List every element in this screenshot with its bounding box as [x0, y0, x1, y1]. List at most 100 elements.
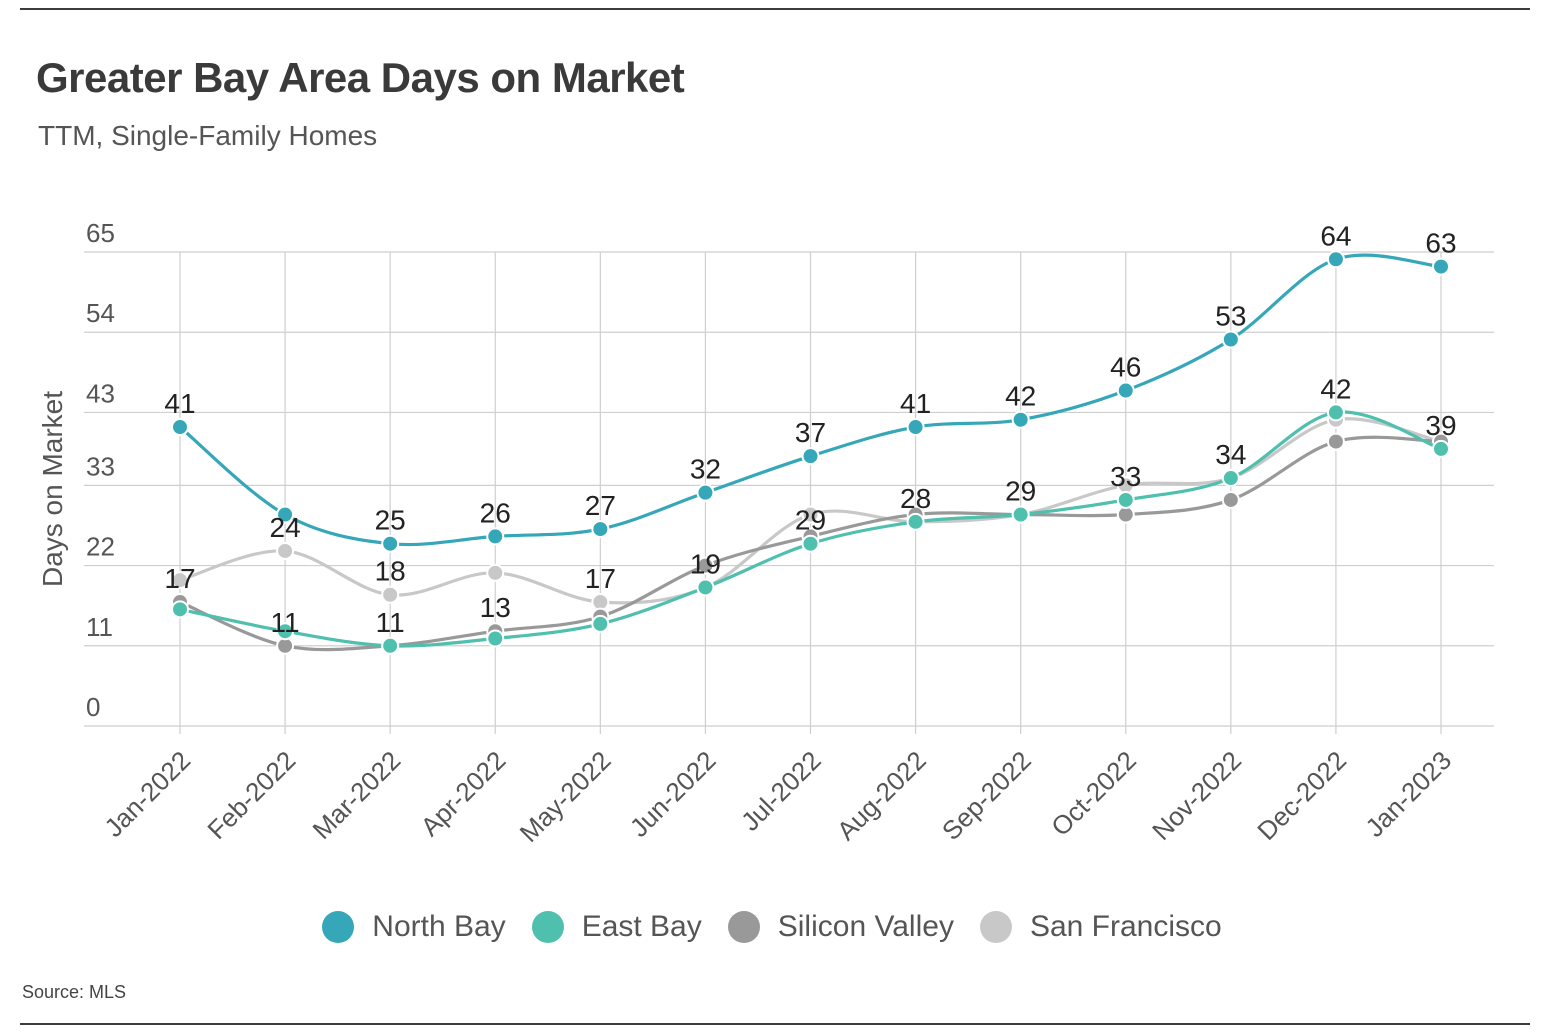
- x-tick-label: Jul-2022: [735, 745, 827, 837]
- data-label-east-bay: 33: [1110, 461, 1141, 492]
- data-point-east-bay: [1011, 505, 1030, 524]
- data-label-east-bay: 34: [1215, 439, 1246, 470]
- data-label-east-bay: 42: [1320, 373, 1351, 404]
- legend: North Bay East Bay Silicon Valley San Fr…: [0, 910, 1544, 944]
- x-tick-label: Apr-2022: [415, 745, 512, 842]
- data-point-north-bay: [486, 527, 505, 546]
- x-tick-label: Dec-2022: [1251, 745, 1352, 846]
- data-label-north-bay: 25: [375, 505, 406, 536]
- data-label-north-bay: 32: [690, 454, 721, 485]
- data-point-east-bay: [171, 600, 189, 619]
- x-tick-label: Aug-2022: [831, 745, 932, 846]
- x-tick-label: Mar-2022: [307, 745, 407, 845]
- x-tick-label: May-2022: [514, 745, 617, 848]
- legend-label: San Francisco: [1029, 910, 1222, 943]
- data-label-san-francisco: 18: [375, 556, 406, 587]
- bottom-rule: [20, 1023, 1530, 1025]
- data-label-north-bay: 41: [900, 388, 931, 419]
- data-point-san-francisco: [801, 505, 820, 524]
- x-tick-label: Jan-2022: [98, 745, 196, 843]
- x-tick-label: Nov-2022: [1146, 745, 1247, 846]
- data-point-silicon-valley: [1221, 490, 1240, 509]
- data-point-east-bay: [906, 512, 925, 531]
- x-tick-label: Sep-2022: [936, 745, 1037, 846]
- data-point-north-bay: [1116, 381, 1135, 400]
- data-point-san-francisco: [486, 563, 505, 582]
- data-point-east-bay: [591, 614, 610, 633]
- data-label-silicon-valley: 13: [480, 592, 511, 623]
- data-point-north-bay: [801, 447, 820, 466]
- data-label-north-bay: 26: [480, 497, 511, 528]
- data-point-north-bay: [381, 534, 400, 553]
- top-rule: [20, 8, 1530, 10]
- legend-swatch-san-francisco: [979, 911, 1012, 943]
- data-point-east-bay: [1116, 490, 1135, 509]
- legend-swatch-east-bay: [531, 911, 564, 943]
- data-point-east-bay: [801, 534, 820, 553]
- y-tick-label: 0: [86, 692, 100, 722]
- data-point-north-bay: [591, 520, 610, 539]
- data-point-north-bay: [1011, 410, 1030, 429]
- source-note: Source: MLS: [22, 982, 127, 1002]
- data-label-east-bay: 29: [1005, 476, 1036, 507]
- data-point-east-bay: [1432, 439, 1450, 458]
- chart-subtitle: TTM, Single-Family Homes: [38, 120, 378, 151]
- data-point-east-bay: [1221, 469, 1240, 488]
- data-point-east-bay: [696, 578, 715, 597]
- data-point-east-bay: [276, 622, 295, 641]
- data-point-east-bay: [1326, 403, 1345, 422]
- data-label-north-bay: 53: [1215, 301, 1246, 332]
- legend-label: North Bay: [372, 910, 506, 943]
- y-tick-label: 65: [86, 218, 115, 248]
- data-point-north-bay: [696, 483, 715, 502]
- data-label-north-bay: 37: [795, 417, 826, 448]
- y-tick-label: 22: [86, 532, 115, 562]
- data-point-silicon-valley: [1326, 432, 1345, 451]
- data-point-san-francisco: [276, 541, 295, 560]
- data-point-north-bay: [1326, 250, 1345, 269]
- data-point-north-bay: [276, 505, 295, 524]
- data-label-east-bay: 39: [1425, 410, 1456, 441]
- data-point-east-bay: [381, 636, 400, 655]
- data-point-north-bay: [906, 418, 925, 437]
- data-label-san-francisco: 17: [585, 563, 616, 594]
- legend-item-north-bay[interactable]: North Bay: [322, 910, 506, 944]
- data-point-san-francisco: [381, 585, 400, 604]
- x-tick-label: Feb-2022: [201, 745, 301, 845]
- data-point-east-bay: [486, 629, 505, 648]
- data-label-silicon-valley: 11: [271, 607, 300, 638]
- data-label-silicon-valley: 17: [164, 563, 195, 594]
- y-axis-label: Days on Market: [37, 391, 68, 587]
- y-tick-label: 54: [86, 298, 115, 328]
- data-label-north-bay: 46: [1110, 352, 1141, 383]
- legend-label: Silicon Valley: [777, 910, 954, 943]
- data-point-north-bay: [1221, 330, 1240, 349]
- data-label-silicon-valley: 11: [376, 607, 405, 638]
- y-tick-label: 33: [86, 451, 115, 481]
- x-tick-label: Oct-2022: [1045, 745, 1142, 842]
- data-point-silicon-valley: [696, 556, 715, 575]
- data-label-east-bay: 28: [900, 483, 931, 514]
- data-label-east-bay: 19: [690, 548, 721, 579]
- legend-item-san-francisco[interactable]: San Francisco: [979, 910, 1222, 944]
- data-label-east-bay: 29: [795, 505, 826, 536]
- data-point-san-francisco: [171, 571, 189, 590]
- data-label-san-francisco: 24: [270, 512, 301, 543]
- legend-item-east-bay[interactable]: East Bay: [531, 910, 702, 944]
- y-tick-label: 11: [86, 612, 113, 642]
- data-point-north-bay: [1432, 257, 1450, 276]
- legend-label: East Bay: [581, 910, 702, 943]
- data-label-north-bay: 42: [1005, 381, 1036, 412]
- data-label-north-bay: 41: [164, 388, 195, 419]
- legend-swatch-silicon-valley: [727, 911, 760, 943]
- data-label-north-bay: 27: [585, 490, 616, 521]
- data-point-north-bay: [171, 418, 189, 437]
- data-label-north-bay: 63: [1425, 228, 1456, 259]
- data-label-north-bay: 64: [1320, 220, 1351, 251]
- chart-title: Greater Bay Area Days on Market: [36, 54, 685, 101]
- legend-item-silicon-valley[interactable]: Silicon Valley: [727, 910, 954, 944]
- legend-swatch-north-bay: [322, 911, 355, 943]
- y-tick-label: 43: [86, 378, 115, 408]
- x-tick-label: Jun-2022: [624, 745, 722, 843]
